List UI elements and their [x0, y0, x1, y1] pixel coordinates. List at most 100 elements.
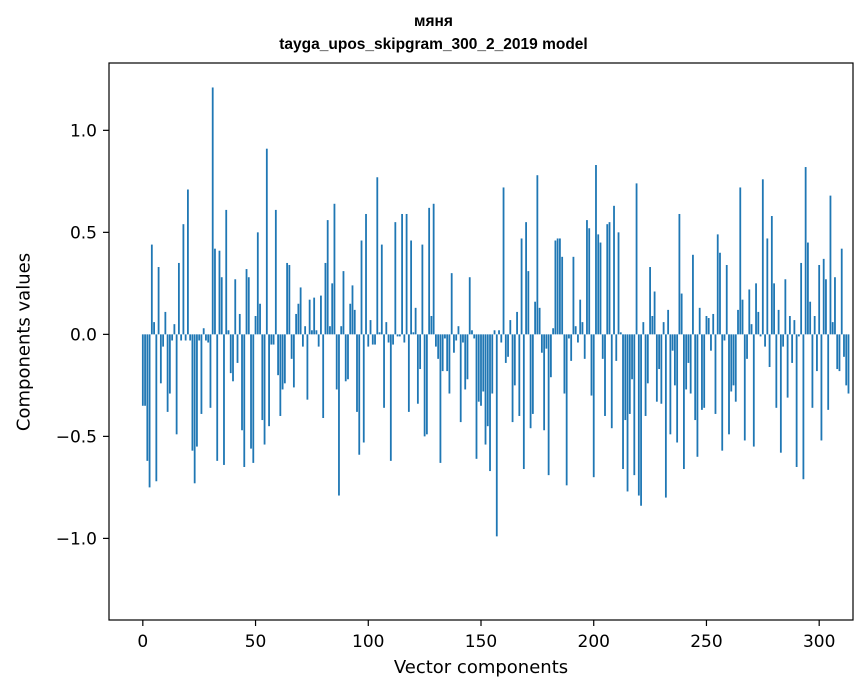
bar	[205, 334, 207, 341]
bar	[164, 311, 167, 335]
bar	[444, 334, 446, 339]
bar	[556, 238, 559, 335]
bar	[802, 334, 805, 480]
bar	[412, 332, 415, 335]
bar	[829, 195, 832, 335]
bar	[464, 334, 467, 390]
bar	[202, 328, 205, 335]
bar	[387, 334, 390, 343]
bar	[396, 334, 399, 337]
bar	[649, 267, 651, 335]
bar	[626, 334, 629, 492]
bar	[838, 334, 841, 372]
bar	[351, 285, 354, 335]
bar	[459, 334, 462, 423]
bar	[144, 334, 146, 406]
bar	[834, 277, 836, 335]
bar	[182, 224, 185, 335]
bar	[782, 334, 785, 347]
bar	[256, 232, 259, 335]
bar	[678, 213, 681, 335]
bar	[491, 334, 494, 394]
bar	[232, 334, 234, 382]
bar	[234, 279, 237, 335]
bar	[543, 334, 546, 431]
bar	[685, 334, 688, 390]
bar	[714, 334, 717, 414]
bar	[187, 189, 189, 335]
bar	[360, 240, 363, 335]
bar	[667, 309, 670, 335]
bar	[577, 334, 579, 343]
bar	[509, 320, 512, 335]
bar	[504, 334, 507, 363]
bar	[752, 334, 755, 447]
bar	[797, 334, 800, 337]
x-axis-ticks: 0 50 100 150 200 250 300	[137, 620, 835, 652]
bar	[423, 334, 426, 437]
bar	[710, 334, 712, 351]
bar	[315, 330, 318, 335]
bar	[223, 334, 225, 465]
bar	[559, 238, 561, 335]
bar	[150, 244, 153, 335]
bar	[243, 334, 246, 467]
x-tick-label: 150	[465, 632, 497, 652]
bar	[502, 187, 505, 335]
bar	[416, 334, 419, 404]
bar	[554, 240, 557, 335]
bar	[775, 334, 778, 408]
bar	[653, 291, 656, 335]
bar	[430, 316, 433, 335]
bar	[453, 334, 455, 353]
chart-subtitle: tayga_upos_skipgram_300_2_2019 model	[279, 36, 588, 53]
bar	[768, 334, 771, 367]
bar	[252, 334, 255, 463]
bar	[843, 334, 845, 357]
bar	[216, 334, 219, 461]
bar	[628, 334, 631, 414]
bar	[238, 313, 241, 335]
bar	[168, 334, 171, 394]
bar	[705, 316, 708, 335]
bar	[304, 326, 307, 335]
bar	[308, 299, 311, 335]
bar	[732, 334, 735, 386]
bar	[200, 334, 203, 414]
bar	[522, 334, 525, 470]
bar	[335, 334, 338, 390]
bar	[831, 322, 834, 335]
bar	[511, 334, 514, 423]
bar	[784, 279, 787, 335]
bar	[441, 334, 444, 372]
bar	[265, 148, 268, 335]
bar	[847, 334, 850, 394]
bar	[800, 262, 803, 335]
bar	[570, 334, 573, 361]
bar	[640, 334, 642, 506]
bar	[263, 334, 266, 445]
y-tick-label: −0.5	[56, 427, 97, 447]
bar	[574, 326, 577, 335]
bar	[811, 334, 814, 408]
x-tick-label: 200	[578, 632, 610, 652]
bar	[342, 271, 345, 335]
x-tick-label: 250	[690, 632, 722, 652]
bar	[635, 183, 638, 335]
bar	[689, 334, 692, 394]
bar	[676, 334, 679, 443]
bar	[196, 334, 198, 447]
bar	[349, 303, 352, 335]
bar	[301, 334, 304, 347]
bar	[457, 326, 460, 335]
bar	[311, 330, 313, 335]
bar-series	[141, 87, 850, 537]
bar	[777, 309, 780, 335]
bar	[313, 297, 316, 335]
bar	[818, 264, 821, 335]
bar	[403, 334, 406, 343]
bar	[498, 330, 500, 335]
bar	[795, 334, 798, 467]
bar	[146, 334, 149, 461]
